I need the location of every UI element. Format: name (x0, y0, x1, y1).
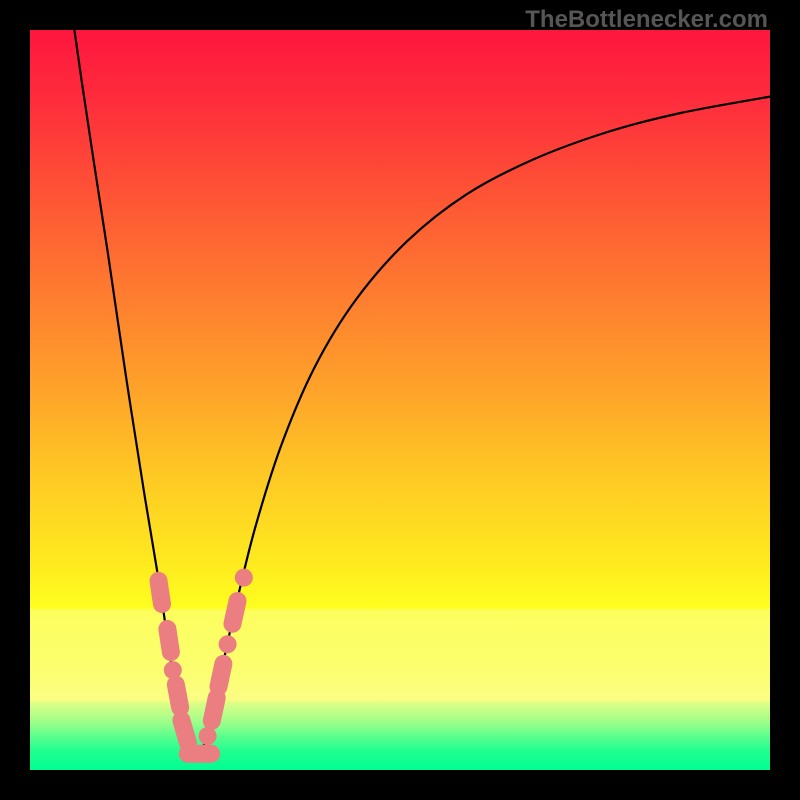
curve-marker (232, 601, 237, 624)
curve-marker (159, 581, 162, 604)
curve-marker (167, 629, 170, 652)
curve-marker (235, 569, 253, 587)
curve-marker (176, 685, 180, 708)
curve-marker (218, 664, 223, 687)
curve-marker (212, 698, 217, 721)
curve-marker (219, 635, 237, 653)
curve-marker (181, 720, 187, 742)
plot-background (30, 30, 770, 770)
chart-svg (0, 0, 800, 800)
curve-marker (199, 727, 217, 745)
chart-frame: TheBottlenecker.com (0, 0, 800, 800)
